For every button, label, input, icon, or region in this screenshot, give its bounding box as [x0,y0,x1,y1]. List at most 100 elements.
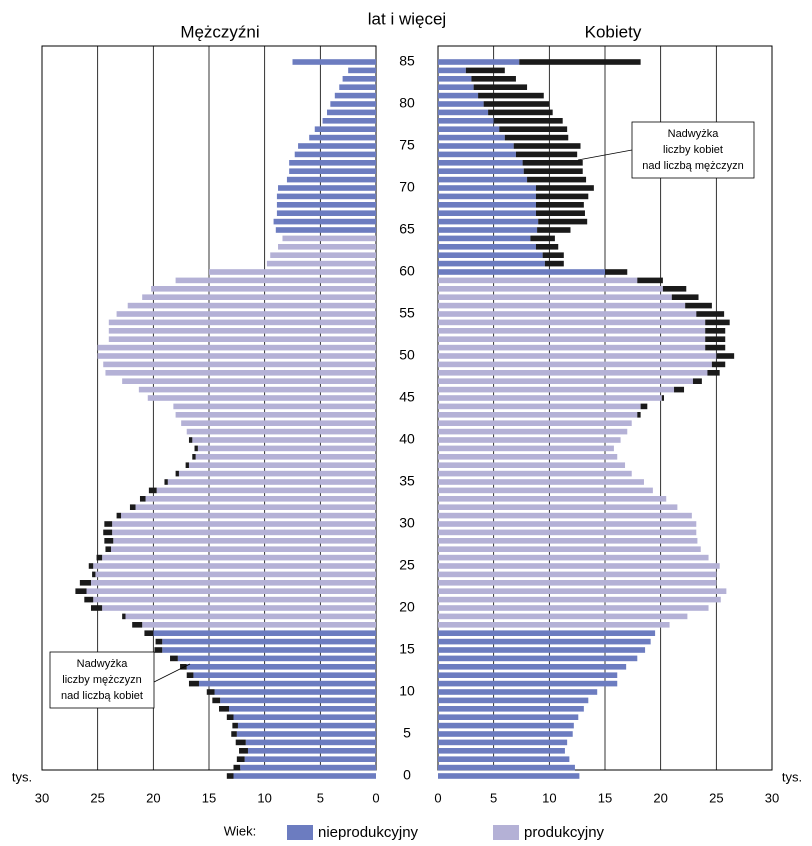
bar [105,370,377,376]
bar [438,353,717,359]
bar [438,647,646,653]
bar [438,403,641,410]
age-label: 75 [399,137,415,153]
surplus-bar [671,294,699,300]
bar [438,697,589,704]
bar [438,109,489,116]
bar [121,512,377,519]
bar [438,622,670,628]
surplus-bar [538,218,588,225]
surplus-bar [523,168,583,174]
bar [334,92,376,99]
bar [233,773,376,779]
bar [438,462,626,468]
bar [162,647,376,653]
surplus-bar [226,714,234,720]
bar [113,538,377,544]
bar [438,378,693,384]
age-label: 20 [399,599,415,615]
bar [229,706,376,712]
annotation-text: liczby mężczyzn [62,674,141,686]
bar [270,252,376,258]
bar [147,395,376,401]
surplus-bar [92,571,96,578]
bar [438,487,653,494]
surplus-bar [180,664,187,670]
bar [438,764,575,771]
x-tick-label: 15 [202,790,216,805]
bar [438,412,638,418]
surplus-bar [522,160,583,166]
bar [438,218,539,225]
bar [438,151,516,158]
bar [438,504,678,510]
bar [237,722,376,729]
surplus-bar [186,672,194,678]
age-label: 30 [399,515,415,531]
annotation-text: Nadwyżka [77,658,129,670]
bar [282,235,376,242]
bar [438,605,709,611]
surplus-bar [96,554,103,561]
surplus-bar [164,479,168,485]
bar [438,59,520,65]
bar [273,218,376,225]
surplus-bar [84,596,94,603]
bar [111,546,376,552]
bar [438,193,536,200]
surplus-bar [535,202,584,208]
age-label: 15 [399,641,415,657]
bar [233,714,376,720]
surplus-bar [188,437,193,443]
surplus-bar [530,235,555,242]
surplus-bar [493,118,563,124]
surplus-bar [148,487,157,494]
surplus-bar [79,580,91,586]
surplus-bar [637,277,663,284]
bar [438,739,568,746]
bar [438,319,706,326]
bar [245,739,376,746]
surplus-bar [519,59,641,65]
bar [286,176,376,183]
bar [438,588,727,594]
surplus-bar [527,176,587,183]
surplus-bar [103,529,113,536]
bar [438,126,500,132]
bar [108,328,377,334]
surplus-bar [662,286,687,292]
bar [438,134,505,141]
surplus-bar [116,512,122,519]
bar [438,269,605,275]
surplus-bar [705,344,726,351]
bar [188,462,376,468]
bar [116,311,377,317]
bar [438,563,720,569]
x-tick-label: 10 [542,790,556,805]
x-tick-label: 25 [90,790,104,805]
bar [127,302,376,309]
surplus-bar [473,84,528,90]
bar [438,328,706,334]
bar [438,538,698,544]
bar [289,160,376,166]
surplus-bar [231,731,237,737]
bar [438,210,536,216]
bar [438,529,697,536]
surplus-bar [175,470,179,477]
bar [192,437,376,443]
surplus-bar [122,613,126,620]
age-label: 70 [399,179,415,195]
bar [90,580,376,586]
surplus-bar [104,521,113,527]
bar [236,731,376,737]
x-tick-label: 5 [490,790,497,805]
x-tick-label: 25 [709,790,723,805]
bar [438,286,663,292]
surplus-bar [219,706,230,712]
age-label: 45 [399,389,415,405]
bar [151,286,376,292]
bar [438,596,721,603]
x-tick-label: 20 [653,790,667,805]
bar [438,580,717,586]
